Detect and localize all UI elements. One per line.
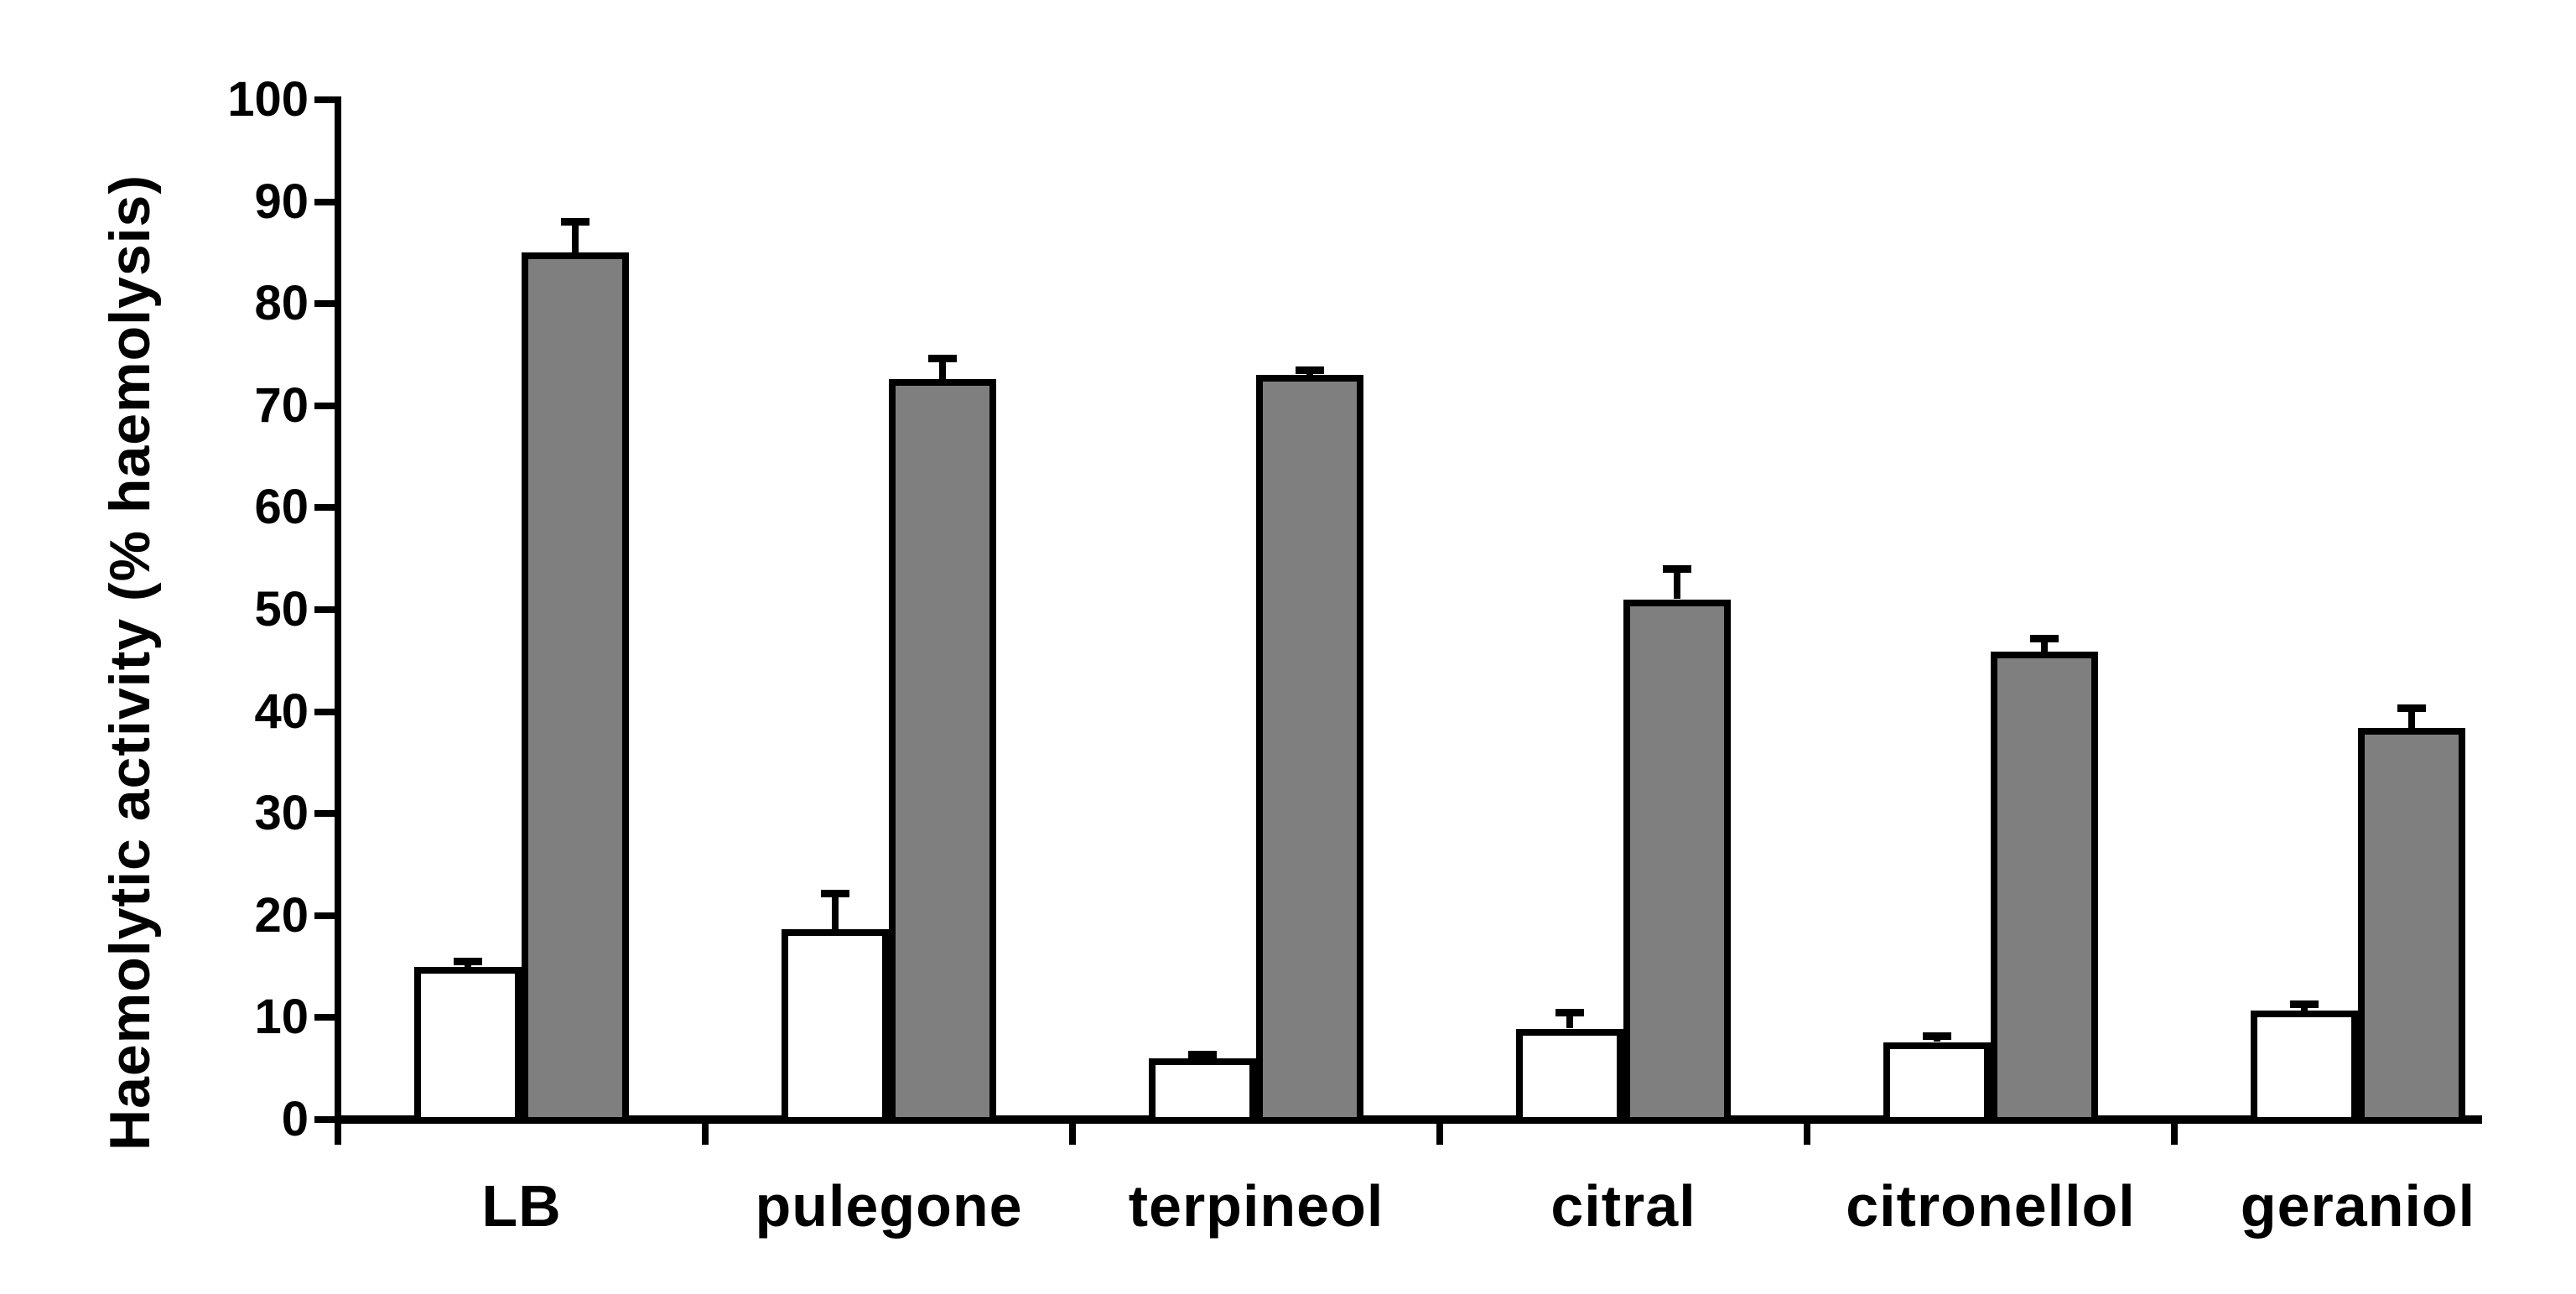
x-axis-line (335, 1115, 2482, 1124)
x-category-label: citronellol (1846, 1173, 2136, 1239)
y-tick-label: 70 (254, 378, 309, 433)
bar-white-bars-pulegone (782, 929, 889, 1124)
y-tick-label: 60 (254, 480, 309, 534)
bar-grey-bars-terpineol (1256, 375, 1363, 1124)
error-bar-cap (1663, 565, 1691, 573)
y-axis-line (335, 96, 341, 1120)
error-bar-cap (454, 958, 482, 965)
error-bar-stem (939, 359, 946, 379)
y-tick (314, 300, 335, 307)
error-bar-cap (821, 890, 849, 897)
x-tick (2171, 1120, 2178, 1145)
y-tick-label: 90 (254, 174, 309, 229)
bar-white-bars-terpineol (1149, 1058, 1256, 1124)
bar-grey-bars-citronellol (1991, 652, 2098, 1124)
bar-grey-bars-geraniol (2358, 728, 2465, 1124)
y-tick (314, 199, 335, 205)
y-tick-label: 30 (254, 786, 309, 840)
error-bar-cap (1923, 1032, 1951, 1040)
error-bar-stem (1674, 569, 1680, 599)
y-tick (314, 810, 335, 817)
y-tick-label: 20 (254, 888, 309, 943)
error-bar-cap (1188, 1051, 1217, 1058)
bar-grey-bars-citral (1623, 600, 1731, 1124)
y-tick-label: 10 (254, 990, 309, 1044)
bar-white-bars-citronellol (1883, 1042, 1991, 1124)
y-tick-label: 40 (254, 684, 309, 739)
error-bar-stem (572, 222, 579, 252)
error-bar-cap (1296, 366, 1324, 374)
error-bar-cap (928, 355, 957, 362)
bar-white-bars-LB (414, 967, 522, 1124)
x-category-label: terpineol (1128, 1173, 1384, 1239)
x-category-label: citral (1550, 1173, 1696, 1239)
x-tick (335, 1120, 341, 1145)
y-tick (314, 403, 335, 409)
x-tick (1804, 1120, 1810, 1145)
y-tick (314, 606, 335, 613)
error-bar-stem (2408, 709, 2415, 728)
x-tick (702, 1120, 709, 1145)
y-tick-label: 80 (254, 276, 309, 330)
x-tick (1069, 1120, 1076, 1145)
bar-white-bars-geraniol (2251, 1011, 2358, 1124)
x-tick (1436, 1120, 1443, 1145)
error-bar-stem (2041, 638, 2048, 652)
x-category-label: LB (481, 1173, 562, 1239)
bar-grey-bars-pulegone (889, 379, 996, 1124)
y-tick (314, 1116, 335, 1123)
y-tick (314, 1014, 335, 1021)
y-tick-label: 0 (281, 1092, 309, 1146)
y-tick (314, 504, 335, 511)
x-category-label: geraniol (2240, 1173, 2476, 1239)
error-bar-stem (832, 893, 839, 929)
bar-white-bars-citral (1516, 1029, 1623, 1124)
y-tick (314, 912, 335, 919)
y-tick (314, 96, 335, 103)
error-bar-cap (2397, 704, 2426, 712)
y-tick-label: 100 (227, 72, 309, 127)
bar-grey-bars-LB (522, 252, 629, 1124)
x-category-label: pulegone (755, 1173, 1023, 1239)
y-tick (314, 709, 335, 715)
error-bar-cap (561, 218, 589, 226)
error-bar-cap (2290, 1000, 2319, 1008)
error-bar-cap (1555, 1009, 1584, 1016)
error-bar-cap (2030, 635, 2059, 642)
error-bar-stem (1566, 1012, 1573, 1028)
y-tick-label: 50 (254, 582, 309, 637)
